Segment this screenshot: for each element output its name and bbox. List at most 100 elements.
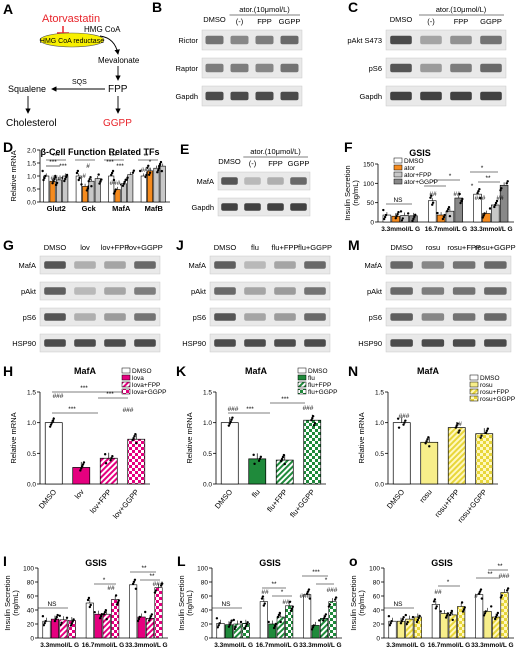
blot-treatment-header: ator.(10μmol/L) xyxy=(239,5,290,14)
lane-label: rosu+FPP xyxy=(447,243,481,252)
blot-ps6-strip xyxy=(39,307,161,327)
x-tick-label: 16.7mmol/L G xyxy=(256,642,299,649)
data-point xyxy=(404,613,407,617)
blot-row-label: pAkt xyxy=(21,287,37,296)
sig-mark: ## xyxy=(282,599,290,606)
sig-mark: ** xyxy=(143,153,149,160)
data-point xyxy=(500,594,504,597)
lane-label: flu xyxy=(251,243,259,252)
data-point xyxy=(133,578,137,581)
sig-mark: ### xyxy=(228,406,239,413)
data-point xyxy=(399,210,403,213)
blot-hsp90-band xyxy=(134,339,156,347)
data-point xyxy=(65,173,69,177)
data-point xyxy=(229,420,232,423)
blot-ps6-band xyxy=(74,313,96,321)
blot-mafa-band xyxy=(74,261,96,269)
sig-mark: ## xyxy=(496,195,504,202)
sig-mark: ### xyxy=(499,573,510,580)
chart-title: MafA xyxy=(245,366,267,376)
y-axis-label: Relative mRNA xyxy=(9,150,18,201)
lane-label: DMSO xyxy=(214,243,237,252)
data-point xyxy=(477,592,481,595)
lane-label: lov xyxy=(80,243,90,252)
y-tick-label: 1.5 xyxy=(203,390,212,397)
y-axis-label: Insulin Secretion xyxy=(3,575,12,630)
data-point xyxy=(272,626,276,630)
blot-pakt-band xyxy=(104,287,126,295)
legend-label: ator+GGPP xyxy=(404,179,438,186)
data-point xyxy=(63,179,66,183)
bar xyxy=(420,441,439,485)
panel-a: A Atorvastatin HMG CoA HMG CoA reductase… xyxy=(3,1,140,129)
bar xyxy=(129,584,138,639)
data-point xyxy=(313,422,317,425)
y-tick-label: 40 xyxy=(373,608,381,615)
data-point xyxy=(133,435,136,438)
data-point xyxy=(110,457,113,460)
y-tick-label: 20 xyxy=(201,622,209,629)
data-point xyxy=(131,171,135,174)
blot-row-label: MafA xyxy=(188,261,206,270)
data-point xyxy=(441,217,445,221)
blot-gapdh-band xyxy=(280,91,299,101)
data-point xyxy=(480,434,483,437)
x-tick-label: MafA xyxy=(112,204,131,213)
blot-row-label: pS6 xyxy=(23,313,36,322)
data-point xyxy=(131,439,134,442)
blot-ps6-band xyxy=(452,313,476,321)
data-point xyxy=(160,584,163,587)
blot-treatment-header: ator.(10μmol/L) xyxy=(250,147,301,156)
data-point xyxy=(103,453,107,456)
data-point xyxy=(257,459,261,463)
data-point xyxy=(327,605,331,608)
data-point xyxy=(138,169,142,173)
blot-gapdh-band xyxy=(230,91,249,101)
blot-mafa-strip xyxy=(39,255,161,275)
data-point xyxy=(79,469,82,472)
arrow-to-mevalonate xyxy=(99,35,120,55)
legend-label: ator xyxy=(404,165,416,172)
data-point xyxy=(55,615,58,619)
x-tick-label: 33.3mmol/L G xyxy=(125,642,168,649)
bar xyxy=(448,614,457,639)
data-point xyxy=(75,171,79,175)
chart-title: GSIS xyxy=(431,558,453,568)
blot-row-label: HSP90 xyxy=(358,339,382,348)
data-point xyxy=(228,422,231,425)
data-point xyxy=(305,592,309,595)
data-point xyxy=(461,610,465,613)
data-point xyxy=(401,618,404,621)
data-point xyxy=(86,187,89,190)
data-point xyxy=(442,215,445,219)
data-point xyxy=(484,610,488,613)
data-point xyxy=(390,620,393,623)
sig-mark: * xyxy=(281,589,284,596)
y-tick-label: 80 xyxy=(27,580,35,587)
data-point xyxy=(136,619,140,623)
data-point xyxy=(446,207,450,211)
hmg-reductase-label: HMG CoA reductase xyxy=(40,38,104,45)
chart-title: GSIS xyxy=(259,558,281,568)
data-point xyxy=(160,582,164,585)
data-point xyxy=(135,442,138,445)
sig-mark: ** xyxy=(485,175,491,182)
lane-label: GGPP xyxy=(279,17,301,26)
legend-swatch xyxy=(297,367,307,374)
y-axis-label: (ng/mL) xyxy=(11,590,20,616)
data-point xyxy=(449,611,453,615)
sig-mark: * xyxy=(83,153,86,160)
blot-mafa-band xyxy=(244,261,266,269)
data-point xyxy=(111,455,114,458)
legend-swatch xyxy=(297,381,307,388)
sig-mark: * xyxy=(481,165,484,172)
y-tick-label: 0.0 xyxy=(203,482,212,489)
panel-o: o GSIS 0 20 40 60 80 100 Insulin Secretion (ng/mL… xyxy=(349,553,514,649)
data-point xyxy=(217,624,220,627)
panel-letter-k: K xyxy=(176,363,186,379)
data-point xyxy=(496,611,500,615)
blot-ps6-band xyxy=(421,313,445,321)
